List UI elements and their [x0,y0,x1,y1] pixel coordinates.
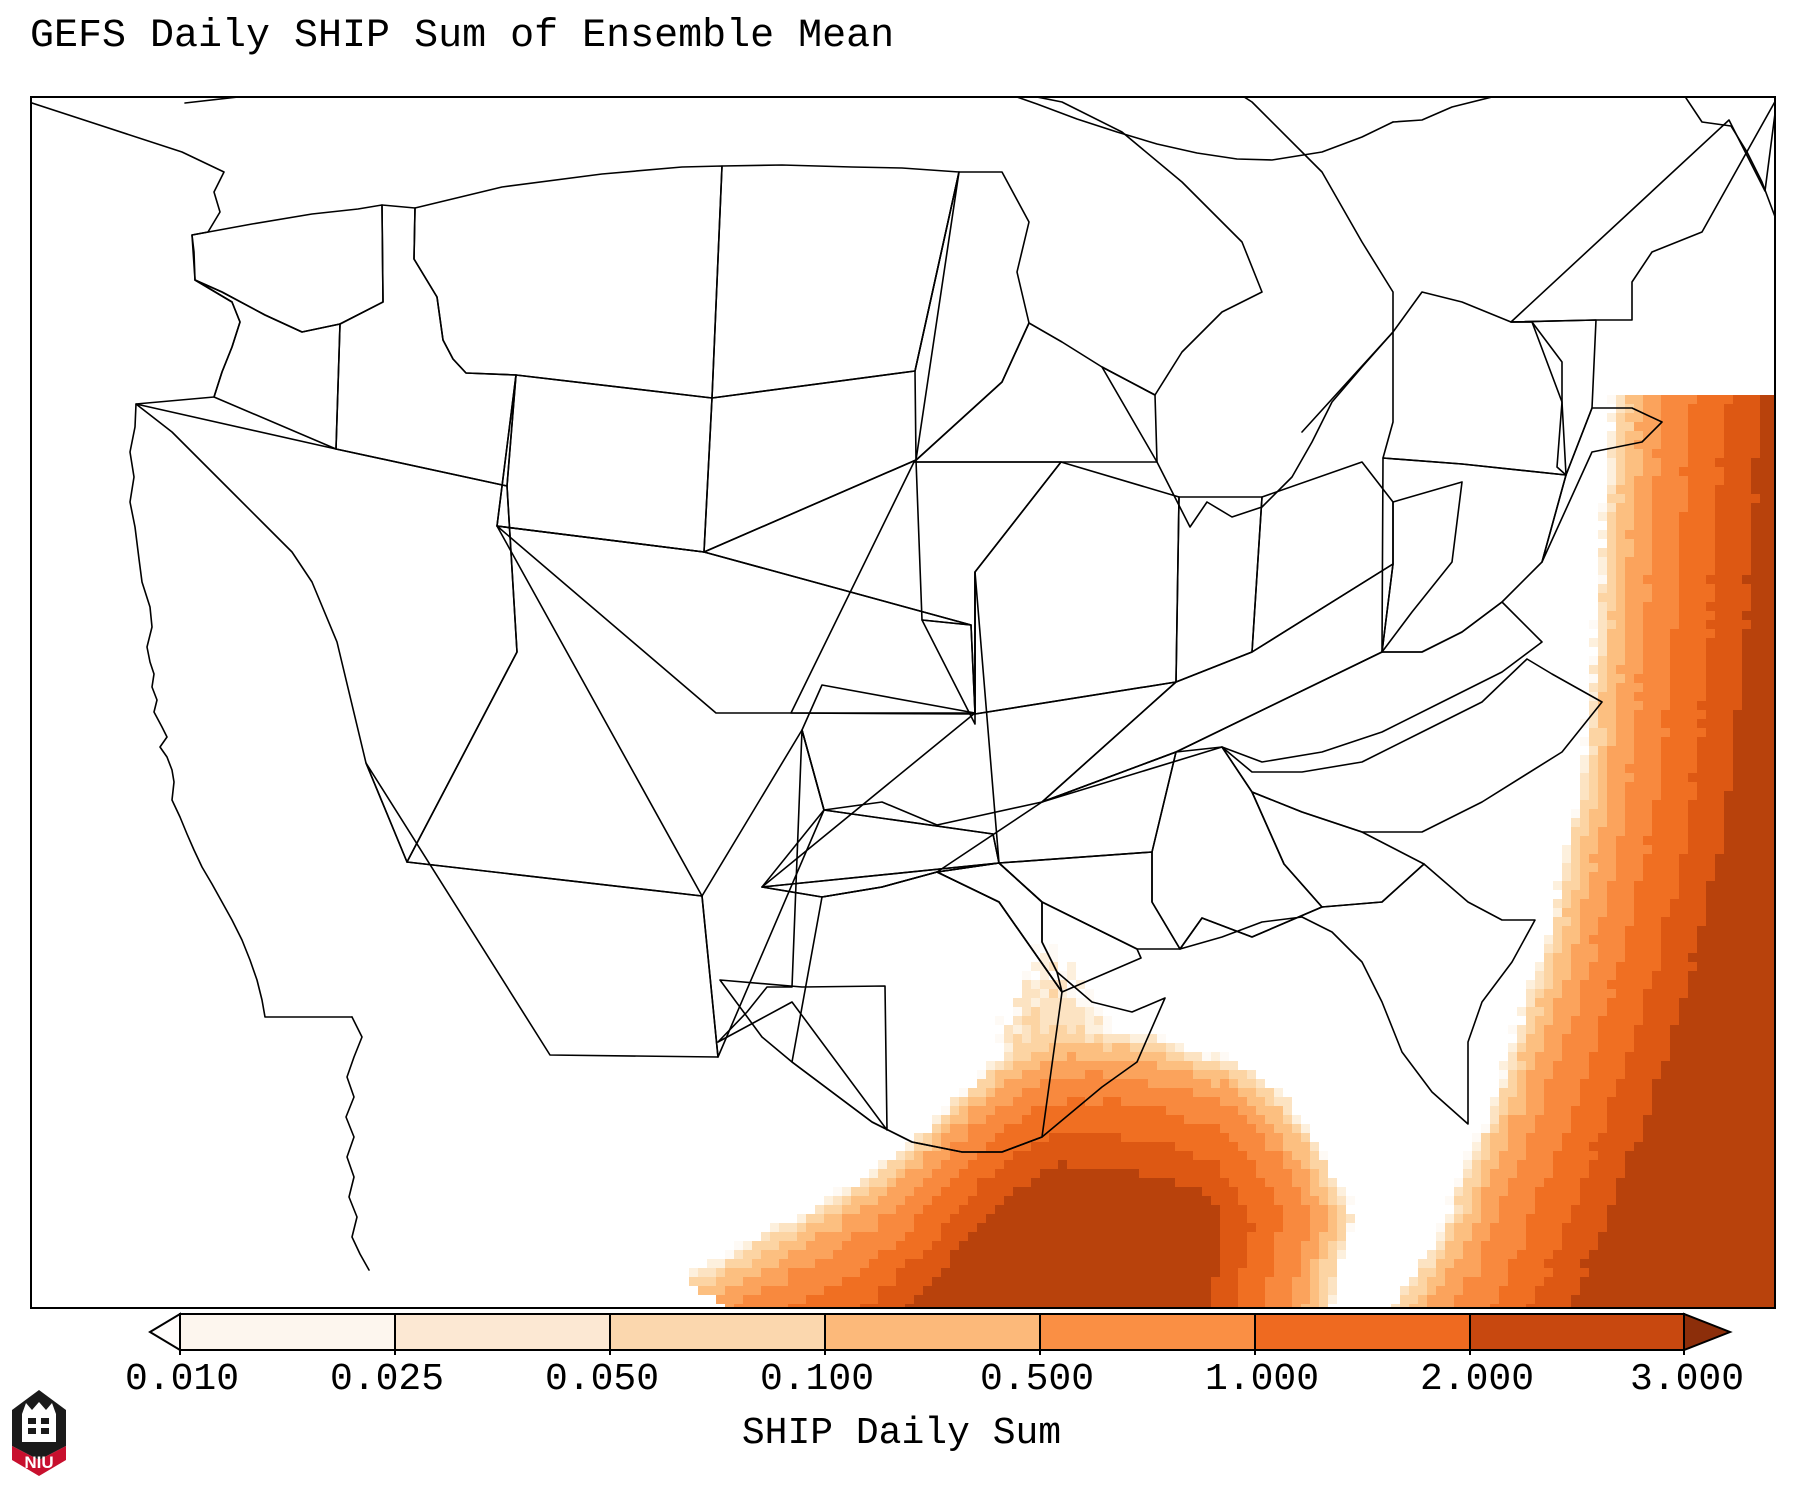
svg-text:NIU: NIU [24,1453,53,1472]
